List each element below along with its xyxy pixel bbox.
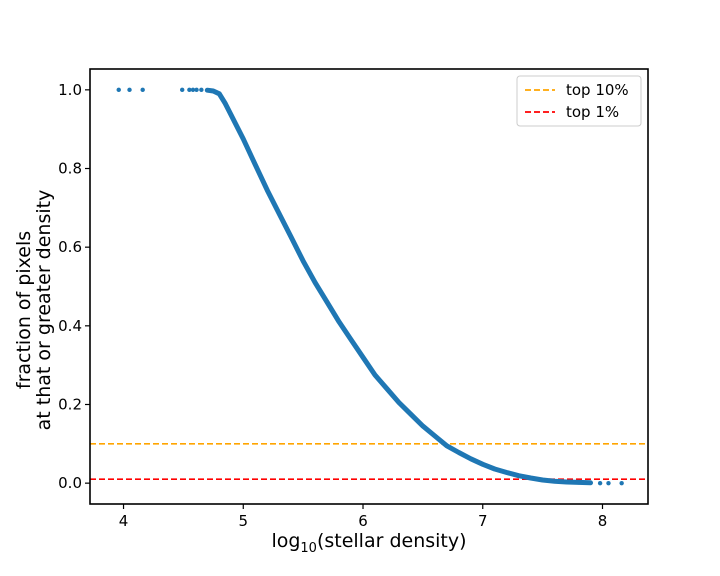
x-tick-label-4: 8 bbox=[598, 512, 608, 530]
x-tick-label-3: 7 bbox=[478, 512, 488, 530]
scatter-point-6 bbox=[194, 87, 199, 93]
y-axis-ticks: 0.0 0.2 0.4 0.6 0.8 1.0 bbox=[58, 81, 90, 492]
y-tick-label-0: 0.0 bbox=[58, 474, 82, 492]
legend: top 10% top 1% bbox=[516, 75, 642, 127]
y-axis-label-line1: fraction of pixels bbox=[13, 231, 35, 389]
scatter-point-16 bbox=[276, 211, 282, 216]
y-tick-label-4: 0.8 bbox=[58, 160, 82, 178]
legend-box bbox=[516, 75, 642, 127]
scatter-point-43 bbox=[597, 480, 603, 486]
scatter-point-20 bbox=[324, 300, 330, 305]
y-tick-label-2: 0.4 bbox=[58, 317, 82, 335]
scatter-point-37 bbox=[528, 475, 533, 481]
scatter-point-11 bbox=[223, 101, 228, 106]
scatter-point-17 bbox=[288, 235, 294, 240]
scatter-dense-curve bbox=[204, 87, 593, 486]
scatter-point-25 bbox=[384, 386, 390, 391]
scatter-point-2 bbox=[140, 87, 145, 93]
y-tick-label-1: 0.2 bbox=[58, 395, 82, 413]
x-axis-label-suffix: (stellar density) bbox=[317, 530, 467, 552]
scatter-point-34 bbox=[492, 466, 497, 472]
legend-label-1: top 1% bbox=[566, 103, 619, 121]
scatter-point-29 bbox=[432, 433, 438, 439]
x-axis-label-subscript: 10 bbox=[300, 541, 317, 556]
scatter-point-4 bbox=[187, 87, 192, 93]
scatter-point-39 bbox=[552, 478, 557, 484]
legend-label-0: top 10% bbox=[566, 81, 629, 99]
scatter-point-24 bbox=[372, 372, 378, 378]
scatter-point-35 bbox=[504, 470, 509, 475]
scatter-point-22 bbox=[348, 337, 354, 342]
scatter-point-28 bbox=[420, 423, 426, 429]
scatter-point-30 bbox=[444, 443, 450, 448]
scatter-point-0 bbox=[116, 87, 121, 93]
scatter-point-42 bbox=[588, 480, 593, 485]
x-axis-label-prefix: log bbox=[271, 530, 300, 552]
scatter-point-23 bbox=[360, 355, 366, 360]
scatter-point-21 bbox=[336, 319, 342, 325]
plot-frame bbox=[89, 68, 649, 505]
plot-marks bbox=[90, 87, 648, 486]
y-axis-label: fraction of pixels at that or greater de… bbox=[13, 190, 55, 431]
y-tick-label-5: 1.0 bbox=[58, 81, 82, 99]
scatter-point-19 bbox=[312, 280, 318, 285]
x-axis-ticks: 4 5 6 7 8 bbox=[119, 504, 608, 530]
scatter-point-7 bbox=[199, 87, 204, 93]
scatter-point-12 bbox=[229, 113, 234, 118]
scatter-point-38 bbox=[540, 477, 545, 483]
scatter-point-31 bbox=[456, 450, 462, 455]
x-axis-label: log10(stellar density) bbox=[271, 530, 466, 556]
x-tick-label-1: 5 bbox=[238, 512, 248, 530]
scatter-point-10 bbox=[217, 91, 222, 96]
scatter-point-26 bbox=[396, 400, 402, 405]
scatter-point-1 bbox=[127, 87, 132, 93]
scatter-point-45 bbox=[619, 480, 624, 486]
x-tick-label-2: 6 bbox=[358, 512, 368, 530]
scatter-point-40 bbox=[564, 479, 569, 485]
scatter-point-13 bbox=[241, 136, 246, 142]
scatter-point-14 bbox=[253, 162, 258, 167]
scatter-point-5 bbox=[190, 87, 196, 93]
scatter-point-33 bbox=[480, 462, 485, 467]
y-tick-label-3: 0.6 bbox=[58, 238, 82, 256]
scatter-point-18 bbox=[300, 258, 306, 264]
scatter-point-9 bbox=[211, 88, 216, 94]
scatter-point-44 bbox=[606, 480, 611, 486]
scatter-point-3 bbox=[180, 87, 185, 93]
x-tick-label-0: 4 bbox=[119, 512, 129, 530]
scatter-point-36 bbox=[516, 473, 521, 478]
scatter-point-8 bbox=[205, 88, 210, 93]
scatter-point-32 bbox=[468, 456, 473, 461]
scatter-point-15 bbox=[265, 187, 270, 193]
scatter-point-27 bbox=[408, 412, 414, 417]
y-axis-label-line2: at that or greater density bbox=[33, 190, 55, 431]
scatter-point-41 bbox=[576, 480, 581, 485]
